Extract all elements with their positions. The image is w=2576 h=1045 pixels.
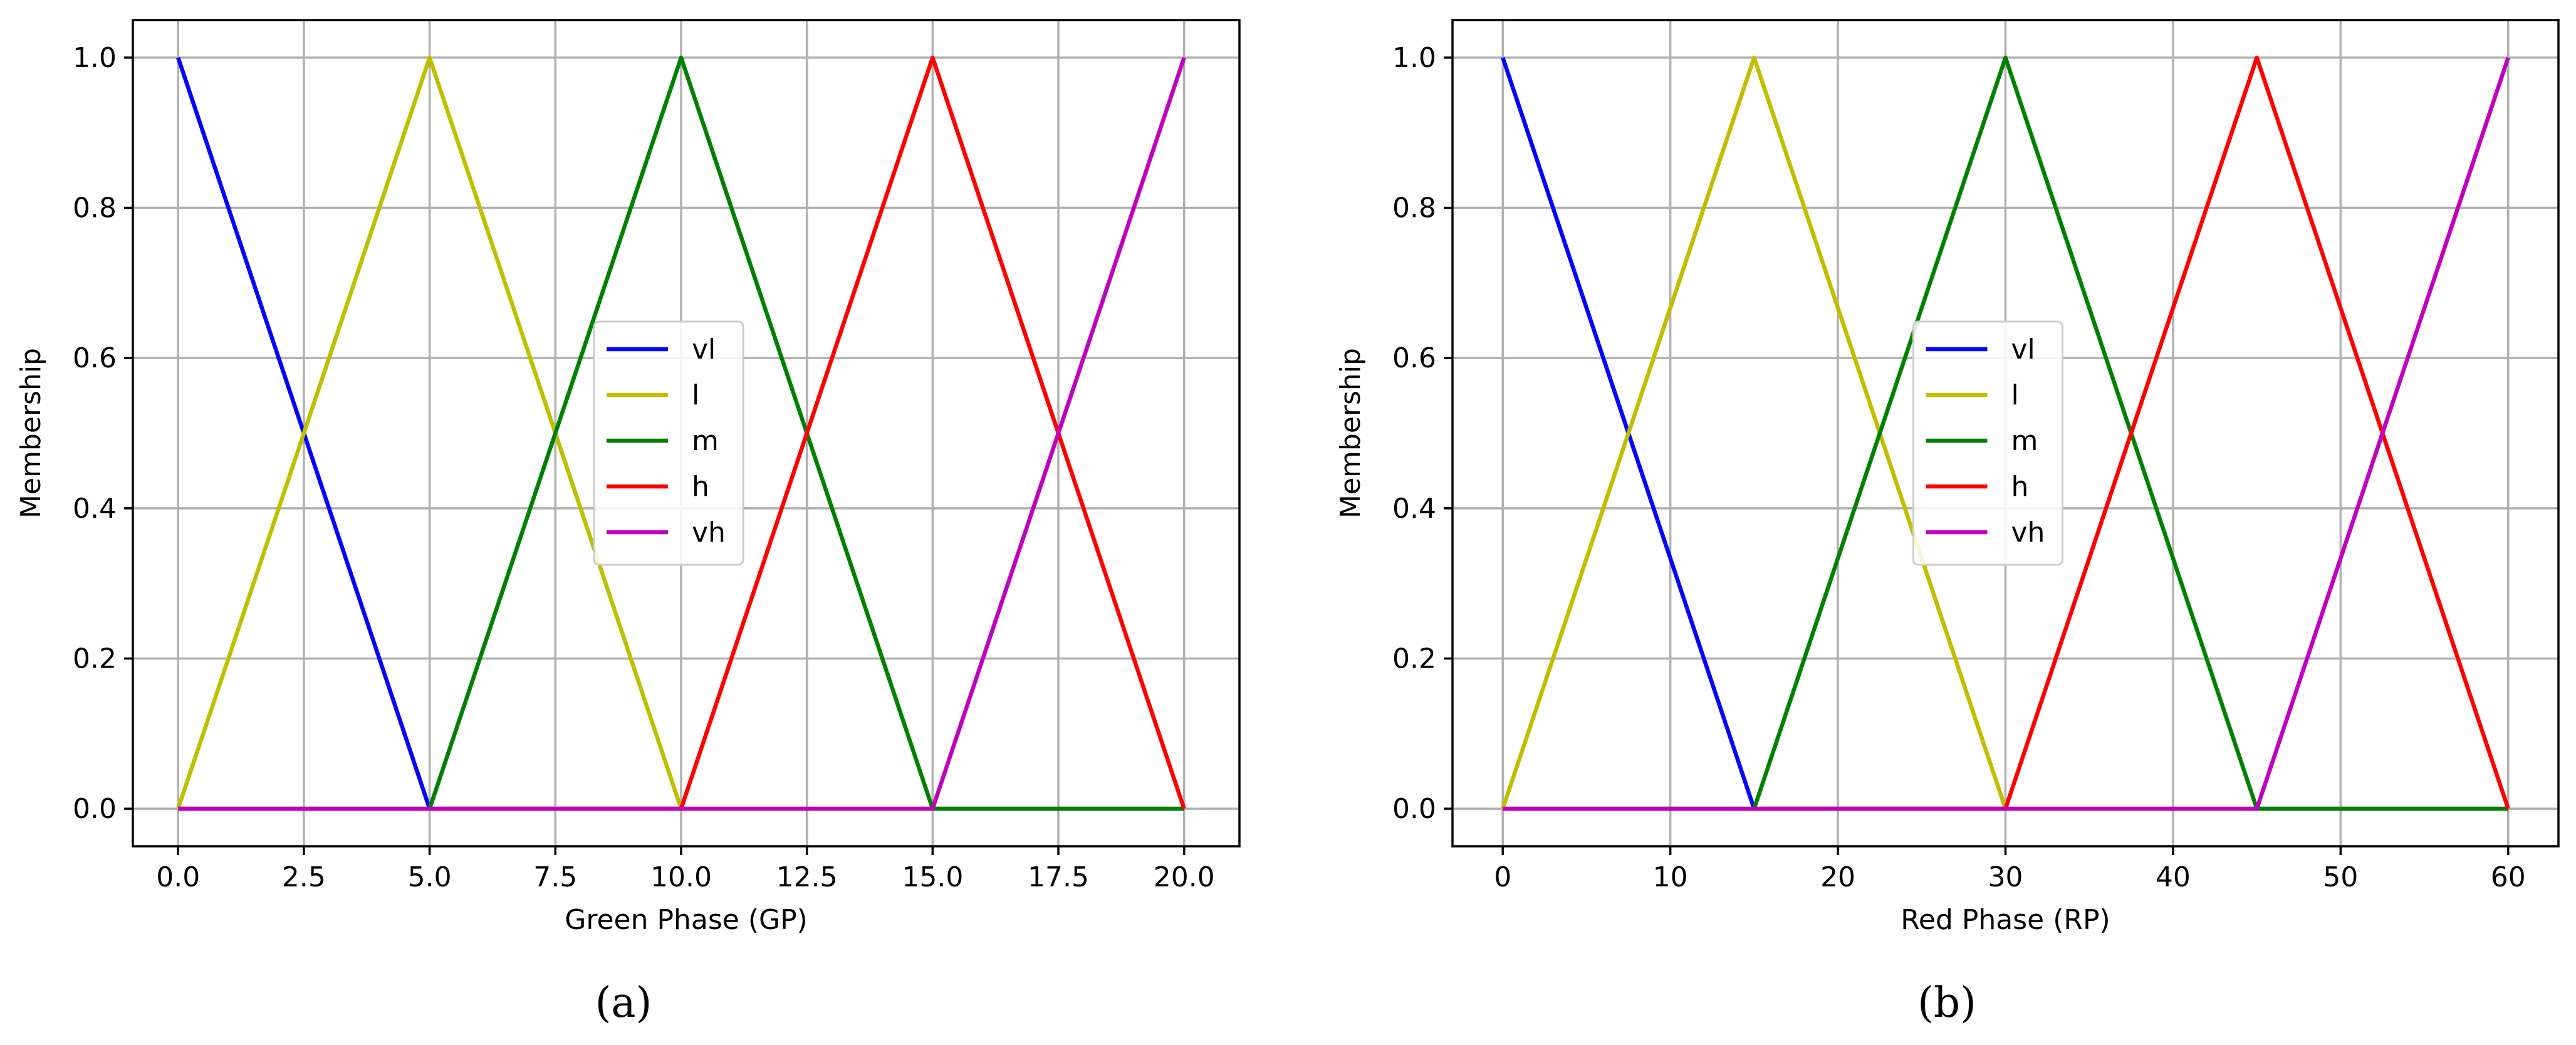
y-tick-label: 0.0: [1392, 793, 1436, 825]
legend-label-vl: vl: [2011, 333, 2035, 365]
legend-label-h: h: [692, 471, 709, 503]
legend: vl lmh vh: [593, 320, 744, 566]
y-tick-label: 0.2: [73, 643, 117, 675]
y-tick-label: 0.8: [1392, 192, 1436, 224]
legend-box: [1912, 320, 2063, 566]
y-tick-label: 0.8: [73, 192, 117, 224]
legend-label-vl: vl: [692, 333, 716, 365]
legend-label-vh: vh: [692, 517, 726, 549]
chart-panel-b: 0 10 20 30 40 50 60 0.0 0.2 0.4 0.6 0.8 1.0 Red Phase…: [1335, 19, 2560, 1027]
x-tick-label: 5.0: [408, 861, 452, 893]
x-tick-label: 40: [2156, 861, 2191, 893]
y-tick-label: 0.2: [1392, 643, 1436, 675]
legend-box: [593, 320, 744, 566]
y-tick-label: 0.4: [1392, 493, 1436, 525]
x-tick-label: 50: [2323, 861, 2358, 893]
x-tick-label: 30: [1988, 861, 2023, 893]
chart-panel-a: 0.0 2.5 5.0 7.5 10.0 12.5 15.0 17.5 20.0 0.0 0.2 0.…: [15, 19, 1241, 1027]
x-tick-label: 2.5: [282, 861, 326, 893]
x-tick-label: 60: [2491, 861, 2526, 893]
legend-label-m: m: [692, 425, 719, 457]
panel-caption: (a): [595, 979, 652, 1027]
y-tick-label: 1.0: [1392, 42, 1436, 74]
y-tick-label: 0.4: [73, 493, 117, 525]
series-line-vh: [1503, 56, 2510, 811]
x-tick-label: 10: [1653, 861, 1688, 893]
x-tick-label: 20.0: [1154, 861, 1215, 893]
x-tick-label: 15.0: [902, 861, 963, 893]
legend-label-h: h: [2011, 471, 2029, 503]
x-tick-label: 17.5: [1028, 861, 1089, 893]
x-axis-title: Red Phase (RP): [1901, 904, 2110, 936]
legend: vl lmh vh: [1912, 320, 2063, 566]
legend-label-vh: vh: [2011, 517, 2045, 549]
legend-label-l: l: [2011, 379, 2019, 411]
panel-caption: (b): [1917, 979, 1976, 1027]
x-tick-label: 0.0: [156, 861, 200, 893]
plot-frame: [132, 19, 1241, 848]
x-tick-label: 7.5: [533, 861, 577, 893]
y-tick-label: 1.0: [73, 42, 117, 74]
y-tick-label: 0.6: [73, 342, 117, 374]
y-tick-label: 0.0: [73, 793, 117, 825]
legend-label-l: l: [692, 379, 699, 411]
y-tick-label: 0.6: [1392, 342, 1436, 374]
y-axis-title: Membership: [15, 348, 47, 518]
x-tick-label: 0: [1494, 861, 1511, 893]
x-tick-label: 10.0: [650, 861, 712, 893]
legend-label-m: m: [2011, 425, 2038, 457]
y-axis-title: Membership: [1335, 348, 1367, 518]
x-tick-label: 20: [1820, 861, 1855, 893]
series-line-vh: [178, 56, 1186, 811]
x-axis-title: Green Phase (GP): [565, 904, 808, 936]
x-tick-label: 12.5: [776, 861, 838, 893]
